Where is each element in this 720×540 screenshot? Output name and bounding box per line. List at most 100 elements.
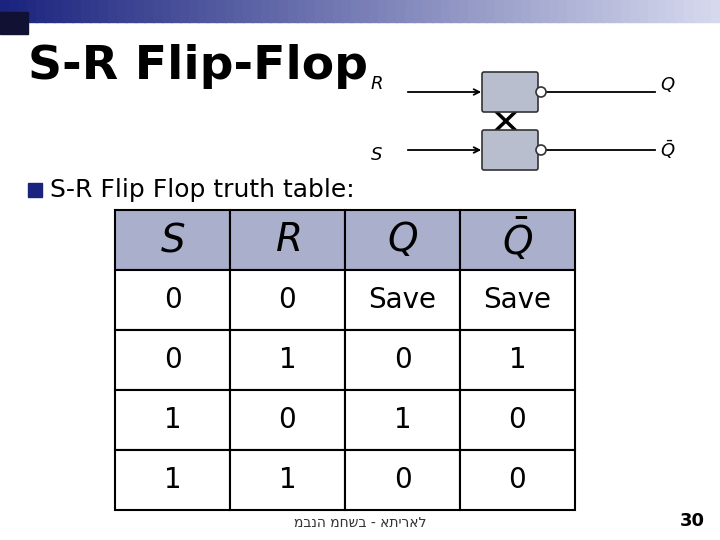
Bar	[117, 0, 127, 22]
Bar	[230, 330, 345, 390]
Text: $Q$: $Q$	[660, 75, 675, 93]
Bar	[441, 0, 451, 22]
Bar	[216, 0, 226, 22]
Bar	[345, 450, 460, 510]
Bar	[486, 0, 496, 22]
Bar	[369, 0, 379, 22]
Text: 0: 0	[394, 346, 411, 374]
Text: 1: 1	[509, 346, 526, 374]
Bar	[423, 0, 433, 22]
Bar	[36, 0, 46, 22]
Bar	[345, 390, 460, 450]
Text: 0: 0	[508, 466, 526, 494]
Text: 0: 0	[163, 286, 181, 314]
Bar	[468, 0, 478, 22]
Bar	[459, 0, 469, 22]
Bar	[702, 0, 712, 22]
Bar	[115, 330, 230, 390]
Bar	[144, 0, 154, 22]
Bar	[180, 0, 190, 22]
Circle shape	[536, 87, 546, 97]
Bar	[315, 0, 325, 22]
FancyBboxPatch shape	[482, 130, 538, 170]
Bar	[243, 0, 253, 22]
Bar	[63, 0, 73, 22]
Bar	[27, 0, 37, 22]
Bar	[531, 0, 541, 22]
Bar	[460, 210, 575, 270]
Bar	[115, 210, 230, 270]
Bar	[115, 270, 230, 330]
Bar	[252, 0, 262, 22]
Bar	[639, 0, 649, 22]
Text: 0: 0	[279, 286, 297, 314]
Bar	[711, 0, 720, 22]
Bar	[306, 0, 316, 22]
Text: S-R Flip Flop truth table:: S-R Flip Flop truth table:	[50, 178, 355, 202]
Bar	[567, 0, 577, 22]
Text: 1: 1	[279, 346, 297, 374]
Bar	[558, 0, 568, 22]
Bar	[108, 0, 118, 22]
Text: 0: 0	[508, 406, 526, 434]
Bar	[189, 0, 199, 22]
Bar	[513, 0, 523, 22]
Text: Save: Save	[369, 286, 436, 314]
Bar	[90, 0, 100, 22]
Bar	[345, 270, 460, 330]
Text: 1: 1	[163, 406, 181, 434]
Bar	[99, 0, 109, 22]
Bar	[270, 0, 280, 22]
Bar	[576, 0, 586, 22]
Bar	[115, 450, 230, 510]
Bar	[585, 0, 595, 22]
Bar	[230, 450, 345, 510]
Text: $\bar{Q}$: $\bar{Q}$	[502, 217, 533, 264]
Bar	[387, 0, 397, 22]
Bar	[675, 0, 685, 22]
Bar	[657, 0, 667, 22]
Text: 1: 1	[394, 406, 411, 434]
Text: Save: Save	[484, 286, 552, 314]
Text: $\bar{Q}$: $\bar{Q}$	[660, 139, 675, 161]
Text: $Q$: $Q$	[387, 220, 418, 260]
Bar	[460, 270, 575, 330]
Bar	[0, 0, 10, 22]
Bar	[666, 0, 676, 22]
Bar	[207, 0, 217, 22]
Bar	[450, 0, 460, 22]
Bar	[477, 0, 487, 22]
Bar	[279, 0, 289, 22]
Bar	[460, 450, 575, 510]
FancyBboxPatch shape	[482, 72, 538, 112]
Bar	[460, 390, 575, 450]
Text: 1: 1	[279, 466, 297, 494]
Bar	[630, 0, 640, 22]
Text: 1: 1	[163, 466, 181, 494]
Bar	[549, 0, 559, 22]
Circle shape	[536, 145, 546, 155]
Text: $R$: $R$	[275, 221, 300, 259]
Bar	[198, 0, 208, 22]
Text: 0: 0	[163, 346, 181, 374]
Bar	[230, 390, 345, 450]
Bar	[351, 0, 361, 22]
Bar	[333, 0, 343, 22]
Bar	[28, 183, 42, 197]
Bar	[648, 0, 658, 22]
Bar	[230, 270, 345, 330]
Bar	[345, 330, 460, 390]
Bar	[414, 0, 424, 22]
Text: 30: 30	[680, 512, 705, 530]
Bar	[504, 0, 514, 22]
Bar	[234, 0, 244, 22]
Text: 0: 0	[394, 466, 411, 494]
Bar	[612, 0, 622, 22]
Bar	[693, 0, 703, 22]
Bar	[540, 0, 550, 22]
Bar	[126, 0, 136, 22]
Bar	[0, 12, 28, 34]
Bar	[324, 0, 334, 22]
Bar	[405, 0, 415, 22]
Bar	[171, 0, 181, 22]
